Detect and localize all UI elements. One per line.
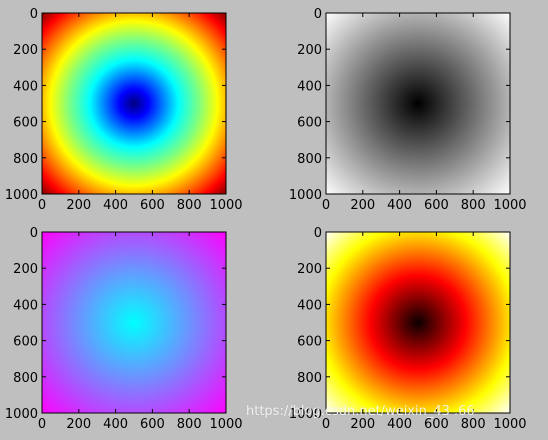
y-tick-label: 800 — [297, 371, 322, 386]
y-tick-label: 600 — [297, 335, 322, 350]
heatmap-image-gray — [326, 13, 510, 194]
x-tick-label: 200 — [350, 417, 375, 432]
heatmap-image-jet — [42, 13, 226, 194]
y-tick-label: 400 — [13, 298, 38, 313]
y-tick-label: 200 — [13, 43, 38, 58]
x-tick-label: 600 — [140, 198, 165, 213]
x-tick-label: 400 — [103, 417, 128, 432]
x-tick-label: 400 — [387, 198, 412, 213]
y-tick-label: 800 — [13, 371, 38, 386]
x-tick-label: 600 — [140, 417, 165, 432]
x-tick-label: 0 — [322, 198, 330, 213]
x-tick-label: 800 — [461, 417, 486, 432]
x-tick-label: 800 — [461, 198, 486, 213]
axes-frame — [41, 231, 227, 414]
x-tick-label: 800 — [177, 417, 202, 432]
x-tick-label: 0 — [38, 417, 46, 432]
y-tick-label: 800 — [13, 152, 38, 167]
y-tick-label: 200 — [297, 43, 322, 58]
x-tick-label: 1000 — [493, 417, 526, 432]
heatmap-image-hot — [326, 232, 510, 413]
x-tick-label: 400 — [387, 417, 412, 432]
axes-frame — [325, 12, 511, 195]
y-tick-label: 1000 — [5, 407, 38, 422]
x-tick-label: 800 — [177, 198, 202, 213]
x-tick-label: 600 — [424, 198, 449, 213]
y-tick-label: 0 — [314, 226, 322, 241]
x-tick-label: 600 — [424, 417, 449, 432]
y-tick-label: 0 — [30, 7, 38, 22]
x-tick-label: 0 — [38, 198, 46, 213]
y-tick-label: 400 — [13, 79, 38, 94]
x-tick-label: 200 — [66, 417, 91, 432]
y-tick-label: 600 — [13, 335, 38, 350]
x-tick-label: 1000 — [493, 198, 526, 213]
y-tick-label: 0 — [30, 226, 38, 241]
y-tick-label: 600 — [297, 116, 322, 131]
y-tick-label: 400 — [297, 79, 322, 94]
x-tick-label: 200 — [350, 198, 375, 213]
y-tick-label: 1000 — [5, 188, 38, 203]
y-tick-label: 200 — [13, 262, 38, 277]
y-tick-label: 1000 — [289, 188, 322, 203]
heatmap-image-cool — [42, 232, 226, 413]
y-tick-label: 600 — [13, 116, 38, 131]
watermark-text: https://blog.csdn.net/weixin_43 .66 — [246, 404, 475, 419]
y-tick-label: 200 — [297, 262, 322, 277]
y-tick-label: 800 — [297, 152, 322, 167]
x-tick-label: 400 — [103, 198, 128, 213]
y-tick-label: 1000 — [289, 407, 322, 422]
axes-frame — [41, 12, 227, 195]
x-tick-label: 1000 — [209, 417, 242, 432]
axes-frame — [325, 231, 511, 414]
x-tick-label: 200 — [66, 198, 91, 213]
y-tick-label: 400 — [297, 298, 322, 313]
y-tick-label: 0 — [314, 7, 322, 22]
x-tick-label: 0 — [322, 417, 330, 432]
x-tick-label: 1000 — [209, 198, 242, 213]
